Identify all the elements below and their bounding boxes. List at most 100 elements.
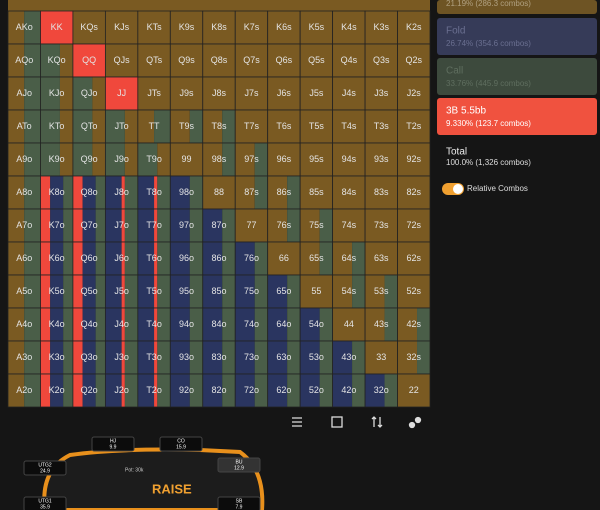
cell-label: QTo: [81, 121, 98, 131]
cell-label: K7s: [244, 22, 260, 32]
cell-label: JTs: [147, 88, 161, 98]
cell-segment: [24, 209, 41, 242]
seat: [217, 457, 261, 473]
cell-label: Q8s: [211, 55, 228, 65]
cell-segment: [287, 275, 301, 308]
cell-segment: [352, 275, 366, 308]
cell-label: 65o: [276, 286, 291, 296]
cell-segment: [300, 11, 333, 44]
cell-segment: [202, 308, 223, 341]
cell-segment: [170, 308, 190, 341]
cell-segment: [300, 341, 320, 374]
cell-label: 85s: [309, 187, 324, 197]
cell-label: Q7o: [81, 220, 98, 230]
cell-label: A5o: [16, 286, 32, 296]
cell-segment: [72, 77, 93, 110]
cell-segment: [254, 242, 268, 275]
cell-label: K3s: [374, 22, 390, 32]
cell-segment: [384, 275, 398, 308]
cell-segment: [157, 176, 171, 209]
cell-label: Q8o: [81, 187, 98, 197]
cell-segment: [365, 209, 398, 242]
cell-segment: [332, 44, 366, 77]
cell-segment: [332, 110, 366, 143]
cell-segment: [202, 242, 223, 275]
toggle-label: Relative Combos: [467, 184, 528, 193]
cell-segment: [40, 242, 51, 275]
cell-label: Q4o: [81, 319, 98, 329]
cell-segment: [95, 242, 106, 275]
cell-segment: [365, 374, 385, 407]
cell-segment: [332, 242, 353, 275]
cell-segment: [8, 374, 25, 407]
cell-label: 55: [311, 286, 321, 296]
cell-segment: [157, 242, 171, 275]
cell-label: K5o: [49, 286, 65, 296]
cell-label: 52s: [407, 286, 422, 296]
cell-segment: [105, 374, 122, 407]
cell-segment: [105, 11, 138, 44]
action-stat: 9.330% (123.7 combos): [446, 119, 531, 128]
cell-segment: [300, 275, 333, 308]
cell-label: 76s: [277, 220, 292, 230]
cell-segment: [365, 77, 398, 110]
cell-segment: [202, 275, 223, 308]
cell-label: Q6s: [276, 55, 293, 65]
cell-segment: [157, 143, 171, 176]
pot: Pot: 30k: [125, 467, 144, 473]
cell-segment: [287, 176, 301, 209]
cell-segment: [235, 77, 268, 110]
cell-segment: [137, 242, 155, 275]
cell-segment: [121, 242, 125, 275]
cell-segment: [137, 209, 155, 242]
cell-segment: [63, 341, 73, 374]
cell-label: 62s: [407, 253, 422, 263]
cell-segment: [137, 44, 171, 77]
cell-segment: [287, 341, 301, 374]
cell-label: T4o: [146, 319, 162, 329]
cell-segment: [92, 77, 106, 110]
cell-segment: [154, 308, 158, 341]
cell-segment: [92, 110, 106, 143]
cell-segment: [121, 176, 125, 209]
cell-segment: [365, 11, 398, 44]
cell-segment: [59, 143, 73, 176]
cell-segment: [105, 209, 122, 242]
cell-label: 77: [246, 220, 256, 230]
cell-segment: [202, 209, 223, 242]
cell-label: J7s: [244, 88, 259, 98]
cell-segment: [137, 143, 158, 176]
cell-label: K3o: [49, 352, 65, 362]
cell-segment: [63, 275, 73, 308]
cell-segment: [287, 209, 301, 242]
cell-segment: [332, 308, 366, 341]
cell-label: T5s: [309, 121, 325, 131]
fold-box[interactable]: [437, 18, 597, 55]
cell-segment: [157, 374, 171, 407]
share-icon[interactable]: [408, 421, 416, 429]
sheet-icon[interactable]: [331, 416, 343, 428]
cell-label: T6o: [146, 253, 162, 263]
cell-segment: [235, 308, 255, 341]
top-stat: 21.19% (286.3 combos): [446, 0, 531, 8]
cell-segment: [365, 176, 398, 209]
cell-segment: [319, 209, 333, 242]
cell-segment: [235, 110, 268, 143]
seat-stack: 7.9: [236, 504, 243, 510]
seat-stack: 24.9: [40, 468, 50, 474]
list-icon[interactable]: [292, 417, 302, 427]
action-name: 3B 5.5bb: [446, 106, 486, 117]
raise-box[interactable]: [437, 98, 597, 135]
cell-segment: [222, 110, 236, 143]
cell-segment: [222, 275, 236, 308]
cell-segment: [24, 11, 41, 44]
cell-label: 64s: [342, 253, 357, 263]
sort-icon[interactable]: [371, 416, 383, 428]
cell-label: KJo: [49, 88, 65, 98]
cell-segment: [267, 374, 288, 407]
cell-segment: [365, 308, 385, 341]
cell-segment: [124, 374, 138, 407]
call-box[interactable]: [437, 58, 597, 95]
cell-segment: [137, 374, 155, 407]
